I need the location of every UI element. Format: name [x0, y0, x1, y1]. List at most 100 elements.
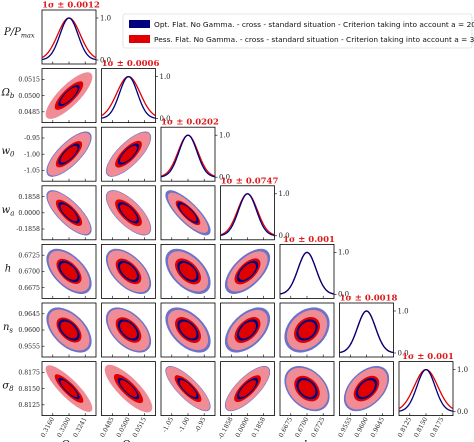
ellipse-group	[284, 307, 330, 353]
pess-core-ellipse	[298, 380, 316, 398]
x-tick-label: -1.00	[178, 416, 192, 433]
panel-4-2	[160, 243, 216, 299]
y-tick-label: 0.6700	[18, 269, 40, 276]
ellipse-group	[105, 248, 152, 294]
sigma-title-4: 1σ ± 0.001	[283, 235, 335, 245]
pess-core-ellipse	[120, 204, 137, 222]
ellipse-group	[105, 190, 152, 236]
pess-curve	[41, 17, 97, 59]
panel-4-1	[101, 243, 156, 299]
panel-6-5	[339, 361, 394, 417]
y-tick-label: 0.0000	[18, 210, 40, 217]
y-tick-label: 0.6725	[18, 252, 40, 259]
diag-ytick-label: 0.0	[160, 115, 171, 123]
diag-ytick-label: 0.0	[338, 291, 349, 299]
legend-label-0: Opt. Flat. No Gamma. - cross - standard …	[154, 20, 474, 29]
diag-ytick-label: 1.0	[338, 249, 349, 257]
panel-2-2	[160, 126, 218, 182]
ellipse-group	[46, 190, 92, 236]
diag-ytick-label: 1.0	[398, 307, 409, 315]
ellipse-group	[46, 131, 92, 177]
y-tick-label: 0.9600	[18, 327, 40, 334]
ellipse-group	[224, 307, 271, 353]
opt-curve	[160, 134, 216, 178]
panel-6-2	[160, 361, 216, 417]
y-tick-label: 0.9645	[18, 311, 40, 318]
x-tick-label: -0.1858	[217, 416, 234, 440]
pess-core-ellipse	[239, 380, 256, 398]
y-axis-label-1: Ωb	[1, 88, 15, 101]
diag-y-axis-label-sub: max	[21, 32, 35, 40]
ellipse-group	[224, 366, 271, 412]
y-tick-label: -0.1858	[16, 226, 40, 233]
x-axis-label-2: w0	[181, 440, 195, 442]
opt-curve	[101, 75, 156, 119]
pess-core-ellipse	[298, 321, 316, 339]
panel-0-0	[41, 9, 99, 65]
x-tick-label: 0.3200	[56, 416, 72, 438]
pess-curve	[398, 368, 454, 410]
pess-core-ellipse	[60, 87, 78, 105]
pess-core-ellipse	[239, 262, 256, 280]
y-axis-label-6: σ8	[2, 381, 14, 394]
ellipse-group	[165, 366, 211, 412]
y-tick-label: 0.0500	[18, 93, 40, 100]
panel-5-3	[220, 302, 275, 358]
pess-core-ellipse	[60, 145, 78, 163]
ellipse-group	[343, 366, 390, 412]
panel-6-6	[398, 361, 456, 417]
y-axis-label-sub: a	[10, 209, 14, 217]
y-tick-label: 0.8125	[18, 402, 40, 409]
y-tick-label: 0.1858	[18, 194, 40, 201]
y-tick-label: 0.6675	[18, 285, 40, 292]
x-axis-label-5: ns	[361, 440, 371, 442]
y-tick-label: -1.00	[24, 151, 40, 158]
diag-ytick-label: 1.0	[160, 73, 171, 81]
panel-6-1	[101, 361, 156, 417]
diag-ytick-label: 1.0	[100, 14, 111, 22]
ellipse-group	[165, 307, 211, 353]
panel-6-0	[41, 361, 97, 417]
x-tick-label: 0.8150	[413, 416, 429, 438]
ellipse-group	[105, 307, 152, 353]
panel-5-0	[41, 302, 97, 358]
opt-curve	[398, 368, 454, 412]
x-tick-label: 0.9555	[337, 416, 353, 438]
x-axis-label-4: h	[304, 440, 310, 442]
x-tick-label: 0.8175	[429, 416, 445, 438]
panel-3-1	[101, 185, 156, 241]
pess-core-ellipse	[120, 380, 137, 398]
sigma-title-6: 1σ ± 0.001	[402, 352, 454, 362]
x-tick-label: 0.3160	[40, 416, 56, 438]
sigma-title-3: 1σ ± 0.0747	[221, 176, 279, 186]
diag-ytick-label: 0.0	[219, 174, 230, 182]
diag-ytick-label: 1.0	[279, 190, 290, 198]
ellipse-group	[105, 131, 152, 177]
panel-6-3	[220, 361, 275, 417]
x-tick-label: 0.6700	[294, 416, 310, 438]
x-tick-label: 0.8125	[397, 416, 413, 438]
panel-4-0	[41, 243, 97, 299]
diag-ytick-label: 0.0	[398, 349, 409, 357]
ellipse-group	[165, 248, 211, 294]
x-tick-label: 0.0000	[234, 416, 250, 438]
pess-core-ellipse	[60, 262, 78, 280]
x-axis-label-0: Ωm	[61, 440, 77, 442]
y-tick-label: 0.8150	[18, 386, 40, 393]
panel-5-2	[160, 302, 216, 358]
ellipse-group	[46, 307, 92, 353]
x-axis-label-1: Ωb	[121, 440, 135, 442]
opt-curve	[339, 310, 394, 354]
ellipse-group	[104, 364, 153, 413]
legend-swatch-0	[129, 20, 150, 28]
sigma-title-0: 1σ ± 0.0012	[42, 1, 100, 11]
legend-box	[122, 13, 473, 49]
y-axis-label-3: wa	[2, 205, 15, 218]
diag-ytick-label: 0.0	[100, 56, 111, 64]
pess-core-ellipse	[179, 380, 197, 398]
legend: Opt. Flat. No Gamma. - cross - standard …	[122, 13, 474, 49]
ellipse-group	[284, 366, 330, 412]
legend-label-1: Pess. Flat. No Gamma. - cross - standard…	[154, 35, 474, 44]
pess-core-ellipse	[179, 204, 197, 222]
